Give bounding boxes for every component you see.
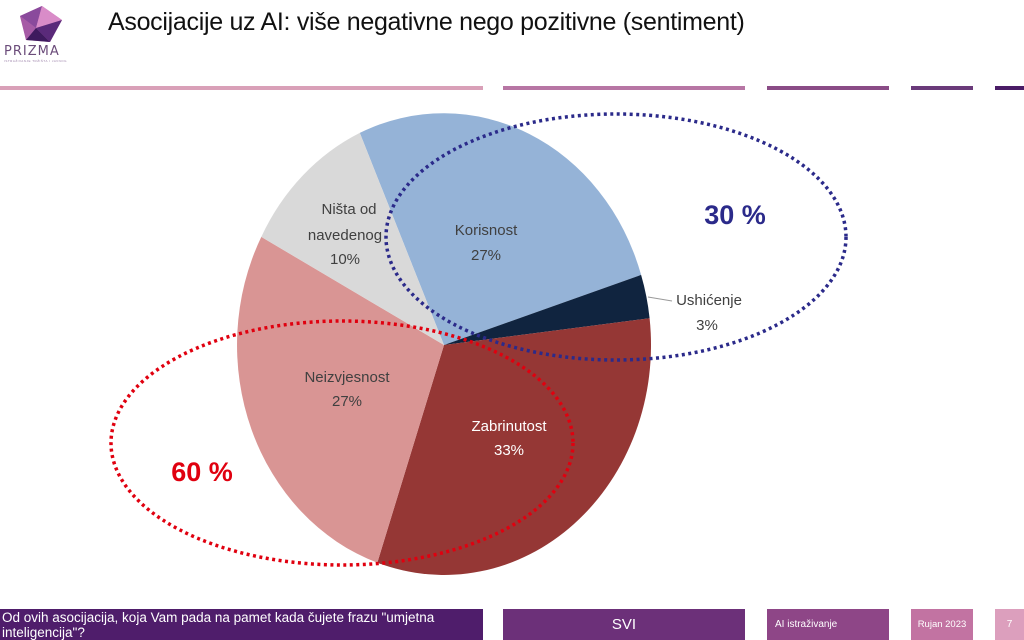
positive-group-ellipse — [384, 112, 848, 362]
prizma-logo — [6, 4, 70, 64]
value-ushicenje: 3% — [696, 317, 718, 334]
page-title: Asocijacije uz AI: više negativne nego p… — [108, 8, 745, 36]
label-nista-2: navedenog — [308, 227, 382, 244]
header-rule-5 — [995, 86, 1024, 90]
footer-project: AI istraživanje — [767, 609, 889, 640]
pie-chart: Ništa od navedenog 10% Korisnost 27% Ush… — [109, 112, 848, 575]
footer-segment: SVI — [503, 609, 745, 640]
footer-segment-text: SVI — [611, 616, 637, 633]
footer-page-text: 7 — [1006, 619, 1013, 630]
footer-date: Rujan 2023 — [911, 609, 973, 640]
logo-text: PRIZMA — [4, 44, 60, 59]
value-zabrinutost: 33% — [494, 442, 524, 459]
header-rule-2 — [503, 86, 745, 90]
value-nista: 10% — [330, 251, 360, 268]
header-rule-1 — [0, 86, 483, 90]
value-korisnost: 27% — [471, 247, 501, 264]
logo-subtext: ISTRAŽIVANJE TRŽIŠTA I JAVNOG MNIJENJA — [4, 59, 68, 63]
positive-share-annotation: 30 % — [704, 200, 766, 230]
footer-question-text: Od ovih asocijacija, koja Vam pada na pa… — [2, 609, 435, 640]
label-korisnost: Korisnost — [455, 222, 518, 239]
header-rule-3 — [767, 86, 889, 90]
value-neizvjesnost: 27% — [332, 393, 362, 410]
footer-page-number: 7 — [995, 609, 1024, 640]
label-neizvjesnost: Neizvjesnost — [304, 369, 390, 386]
slice-neizvjesnost — [237, 236, 444, 563]
negative-group-ellipse — [109, 319, 575, 567]
footer-date-text: Rujan 2023 — [917, 619, 967, 630]
ushicenje-leader-line — [647, 296, 673, 302]
prism-logo-icon — [20, 6, 62, 42]
footer-project-text: AI istraživanje — [775, 619, 838, 630]
slice-nista-od-navedenog — [261, 132, 444, 345]
slice-zabrinutost — [377, 318, 652, 575]
label-nista: Ništa od — [321, 201, 376, 218]
header-rule-4 — [911, 86, 973, 90]
slice-korisnost — [359, 113, 642, 346]
label-zabrinutost: Zabrinutost — [471, 418, 547, 435]
footer-question: Od ovih asocijacija, koja Vam pada na pa… — [0, 609, 483, 640]
slice-ushicenje — [444, 274, 650, 345]
negative-share-annotation: 60 % — [171, 457, 233, 487]
label-ushicenje: Ushićenje — [676, 292, 742, 309]
